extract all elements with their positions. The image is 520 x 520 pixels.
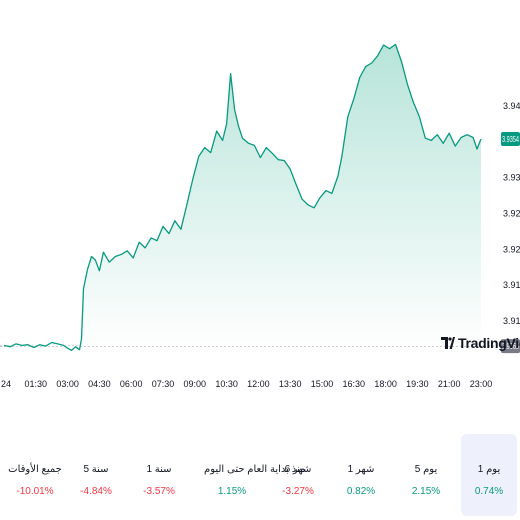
chart-canvas: 24 01:30 03:00 04:30 06:00 07:30 09:00 10:30 12:…: [0, 43, 520, 389]
period-change-value: -10.01%: [16, 486, 54, 497]
performance-periods: 1 يوم 0.74% 5 يوم 2.15% 1 شهر 0.82% 6 شهر -3.27…: [0, 434, 520, 518]
x-tick-label: 01:30: [25, 379, 48, 389]
period-7-button[interactable]: جميع الأوقات -10.01%: [7, 434, 63, 516]
x-tick-label: 23:00: [470, 379, 493, 389]
y-axis-ticks: 3.9400 3.9300 3.9250 3.9200 3.9150 3.9100: [503, 101, 520, 326]
base-price-tag: 3.9065: [501, 339, 520, 354]
x-tick-label: 18:00: [374, 379, 397, 389]
period-label: 1 شهر: [347, 464, 375, 475]
tradingview-logo-icon: [441, 337, 455, 349]
current-price-tag: 3.9354: [501, 131, 520, 146]
y-tick-label: 3.9300: [503, 173, 520, 183]
period-change-value: 0.74%: [474, 486, 504, 497]
x-tick-label: 24: [1, 379, 11, 389]
y-tick-label: 3.9150: [503, 280, 520, 290]
x-tick-label: 13:30: [279, 379, 302, 389]
price-line-series: [3, 43, 482, 352]
period-4-button[interactable]: منذ بداية العام حتى اليوم 1.15%: [204, 434, 306, 516]
x-tick-label: 12:00: [247, 379, 270, 389]
x-tick-label: 21:00: [438, 379, 461, 389]
price-tag-text: 3.9354: [502, 135, 519, 144]
period-label: 1 يوم: [477, 464, 501, 475]
y-tick-label: 3.9250: [503, 209, 520, 219]
period-change-value: 1.15%: [217, 486, 247, 497]
period-change-value: 0.82%: [346, 486, 376, 497]
period-label: 1 سنة: [146, 464, 172, 475]
x-tick-label: 09:00: [184, 379, 207, 389]
x-axis-ticks: 24 01:30 03:00 04:30 06:00 07:30 09:00 10:30 12:…: [1, 379, 492, 389]
price-area-fill: [4, 44, 481, 351]
period-6-button[interactable]: 5 سنة -4.84%: [68, 434, 124, 516]
x-tick-label: 10:30: [215, 379, 238, 389]
period-change-value: -3.27%: [282, 486, 314, 497]
period-label: 5 سنة: [83, 464, 109, 475]
period-3-button[interactable]: 6 شهر -3.27%: [270, 434, 326, 516]
watermark-text: TradingView: [458, 335, 520, 351]
period-label: منذ بداية العام حتى اليوم: [204, 464, 306, 475]
base-tag-bg: [501, 339, 520, 354]
x-tick-label: 19:30: [406, 379, 429, 389]
period-0-button[interactable]: 1 يوم 0.74%: [461, 434, 517, 516]
x-tick-label: 06:00: [120, 379, 143, 389]
price-tag-bg: [501, 131, 520, 146]
period-2-button[interactable]: 1 شهر 0.82%: [333, 434, 389, 516]
period-label: 5 يوم: [414, 464, 438, 475]
period-5-button[interactable]: 1 سنة -3.57%: [131, 434, 187, 516]
y-tick-label: 3.9100: [503, 316, 520, 326]
x-tick-label: 15:00: [311, 379, 334, 389]
tradingview-watermark[interactable]: TradingView: [441, 334, 520, 352]
period-1-button[interactable]: 5 يوم 2.15%: [398, 434, 454, 516]
x-tick-label: 04:30: [88, 379, 111, 389]
x-tick-label: 03:00: [56, 379, 79, 389]
x-tick-label: 16:30: [343, 379, 366, 389]
base-tag-text: 3.9065: [502, 342, 519, 351]
period-change-value: -4.84%: [80, 486, 112, 497]
period-label: 6 شهر: [284, 464, 312, 475]
period-label: جميع الأوقات: [8, 464, 62, 475]
price-chart[interactable]: 24 01:30 03:00 04:30 06:00 07:30 09:00 10:30 12:…: [0, 0, 520, 400]
y-tick-label: 3.9200: [503, 244, 520, 254]
period-change-value: -3.57%: [143, 486, 175, 497]
y-tick-label: 3.9400: [503, 101, 520, 111]
x-tick-label: 07:30: [152, 379, 175, 389]
period-change-value: 2.15%: [411, 486, 441, 497]
